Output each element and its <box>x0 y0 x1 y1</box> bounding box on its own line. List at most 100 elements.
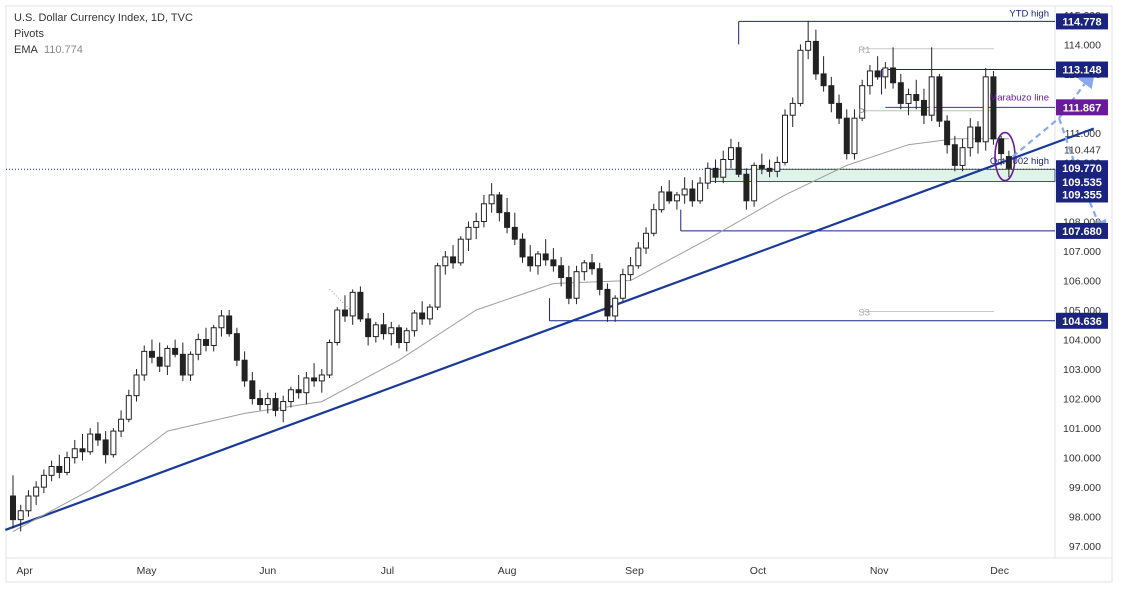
y-tick-label: 106.000 <box>1063 276 1101 288</box>
indicator-ema-name: EMA <box>14 44 38 56</box>
y-tick-label: 101.000 <box>1063 423 1101 435</box>
candle-body <box>403 330 410 344</box>
candle-body <box>905 94 912 104</box>
candle-body <box>326 342 333 376</box>
candle <box>380 312 387 340</box>
candle <box>172 339 179 358</box>
candle-body <box>951 144 958 166</box>
candle-body <box>233 333 240 361</box>
candle-body <box>473 220 480 228</box>
candle-body <box>604 288 611 317</box>
annotation-r1: R1 <box>858 45 870 56</box>
price-label-text: 109.770 <box>1062 163 1102 175</box>
candle-body <box>264 398 271 406</box>
candle-body <box>125 395 132 420</box>
y-tick-label: 104.000 <box>1063 335 1101 347</box>
candle <box>836 94 843 125</box>
x-tick-label: May <box>137 565 158 577</box>
x-tick-label: Oct <box>750 565 766 577</box>
candle <box>10 475 16 529</box>
candle-body <box>650 209 657 234</box>
candle-body <box>789 102 796 116</box>
swing-connector <box>329 289 357 317</box>
y-tick-label: 100.000 <box>1063 453 1101 465</box>
candle <box>241 351 248 387</box>
candle-body <box>681 188 688 196</box>
candle-body <box>110 430 117 456</box>
candle-body <box>874 70 881 78</box>
candle-body <box>928 76 935 116</box>
candle-body <box>172 347 179 355</box>
candle-body <box>959 147 966 166</box>
candle <box>311 363 318 387</box>
candle-body <box>712 167 719 178</box>
candle <box>257 389 264 411</box>
x-tick-label: Jul <box>381 565 394 577</box>
candle-body <box>534 253 541 267</box>
candle <box>79 434 86 461</box>
candle-body <box>982 76 989 143</box>
candle <box>249 372 256 405</box>
chart-title: U.S. Dollar Currency Index, 1D, TVC <box>14 12 193 24</box>
candle <box>928 47 935 122</box>
candle-body <box>727 147 734 160</box>
candle-body <box>40 474 47 488</box>
candle-body <box>975 126 981 143</box>
indicator-pivots-name: Pivots <box>14 28 44 40</box>
candle-body <box>365 318 372 338</box>
candle-body <box>890 67 897 84</box>
candle <box>697 177 704 204</box>
candle <box>403 327 410 352</box>
candle <box>388 321 395 346</box>
annotation-oct-2002: Oct 2002 high <box>990 156 1049 167</box>
candle-body <box>504 212 511 228</box>
price-label-text: 107.680 <box>1062 226 1102 238</box>
candle-body <box>48 465 55 476</box>
candle-body <box>295 389 302 394</box>
candle <box>71 439 78 464</box>
candle <box>203 327 209 352</box>
candle <box>874 56 881 80</box>
price-labels: 114.778 113.148 111.867 109.770 109.535109.3… <box>1056 13 1108 329</box>
candle <box>689 180 696 207</box>
price-label: 107.680 <box>1056 222 1108 239</box>
x-tick-label: Aug <box>498 565 517 577</box>
candle-body <box>542 253 549 261</box>
plot-area <box>5 5 1056 559</box>
candle-body <box>558 265 565 279</box>
candle <box>967 118 974 157</box>
candle <box>743 168 750 210</box>
candle <box>210 324 217 352</box>
candle-body <box>465 226 472 240</box>
candle <box>534 251 541 275</box>
candle <box>936 73 943 128</box>
candle <box>673 191 680 210</box>
candle-body <box>334 309 341 344</box>
candle-body <box>527 256 534 267</box>
candle-body <box>805 40 812 51</box>
candle <box>465 221 472 252</box>
candle-body <box>287 389 294 403</box>
candle <box>272 392 279 417</box>
candle-body <box>797 49 804 104</box>
candle <box>558 256 565 287</box>
candle <box>905 88 912 116</box>
candle-body <box>419 312 426 320</box>
candle-body <box>434 265 441 308</box>
candle <box>982 67 989 151</box>
candle <box>612 295 619 322</box>
candle <box>851 109 858 160</box>
indicator-ema: EMA 110.774 <box>14 42 193 58</box>
level-lines <box>329 20 1055 322</box>
candle <box>959 138 966 172</box>
candle <box>372 321 379 343</box>
candle <box>920 88 927 125</box>
candle <box>264 392 271 414</box>
candle <box>17 504 24 532</box>
candle-body <box>758 164 765 169</box>
candle <box>866 65 873 95</box>
candle <box>573 265 580 305</box>
candle <box>33 481 40 505</box>
candle-body <box>1005 156 1012 169</box>
candle <box>148 339 155 364</box>
